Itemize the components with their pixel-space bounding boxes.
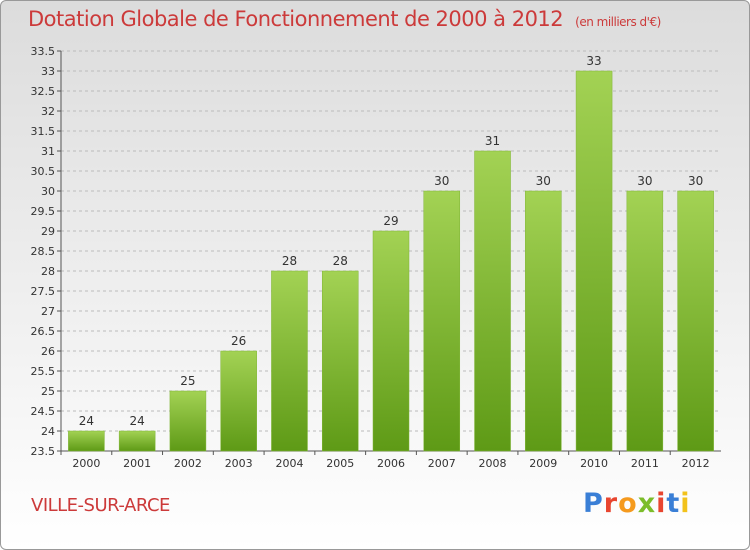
y-tick-label: 26.5	[31, 325, 56, 338]
bar	[118, 430, 156, 452]
y-tick-label: 24	[41, 425, 55, 438]
value-label: 24	[130, 414, 145, 428]
bar	[575, 70, 613, 452]
value-label: 29	[383, 214, 398, 228]
y-tick-label: 33	[41, 65, 55, 78]
x-tick-label: 2004	[275, 457, 303, 470]
x-tick-label: 2011	[631, 457, 659, 470]
bar	[423, 190, 461, 452]
x-tick-label: 2008	[479, 457, 507, 470]
y-tick-label: 33.5	[31, 45, 56, 58]
y-tick-label: 28.5	[31, 245, 56, 258]
value-label: 31	[485, 134, 500, 148]
bar	[474, 150, 511, 452]
value-label: 33	[586, 54, 601, 68]
value-label: 30	[688, 174, 703, 188]
bar	[372, 230, 410, 452]
value-label: 26	[231, 334, 246, 348]
x-tick-label: 2001	[123, 457, 151, 470]
x-tick-label: 2007	[428, 457, 456, 470]
y-tick-label: 30.5	[31, 165, 56, 178]
commune-name: VILLE-SUR-ARCE	[31, 495, 170, 516]
y-tick-label: 32	[41, 105, 55, 118]
logo-letter: r	[603, 488, 619, 519]
x-tick-label: 2012	[682, 457, 710, 470]
chart-subtitle: (en milliers d'€)	[575, 15, 661, 29]
y-tick-label: 30	[41, 185, 55, 198]
x-tick-label: 2000	[72, 457, 100, 470]
logo-letter: i	[656, 488, 667, 519]
x-tick-label: 2006	[377, 457, 405, 470]
y-tick-label: 31.5	[31, 125, 56, 138]
y-tick-label: 29	[41, 225, 55, 238]
bar	[220, 350, 257, 452]
y-tick-label: 25	[41, 385, 55, 398]
x-tick-label: 2010	[580, 457, 608, 470]
x-tick-label: 2009	[529, 457, 557, 470]
logo-letter: P	[583, 488, 604, 519]
value-label: 25	[180, 374, 195, 388]
bar	[271, 270, 308, 452]
logo-letter: o	[618, 488, 638, 519]
y-tick-label: 27.5	[31, 285, 56, 298]
y-tick-label: 23.5	[31, 445, 56, 458]
bar	[525, 190, 562, 452]
title-text: Dotation Globale de Fonctionnement de 20…	[28, 7, 564, 31]
y-tick-label: 32.5	[31, 85, 56, 98]
chart-title: Dotation Globale de Fonctionnement de 20…	[28, 7, 661, 31]
logo-letter: t	[666, 488, 681, 519]
y-tick-label: 29.5	[31, 205, 56, 218]
proxiti-logo: Proxiti	[583, 488, 691, 519]
logo-letter: x	[637, 488, 657, 519]
y-tick-label: 27	[41, 305, 55, 318]
y-tick-label: 24.5	[31, 405, 56, 418]
bar	[68, 430, 105, 452]
bar	[321, 270, 359, 452]
value-label: 30	[637, 174, 652, 188]
y-tick-label: 31	[41, 145, 55, 158]
logo-letter: i	[680, 488, 691, 519]
x-tick-label: 2002	[174, 457, 202, 470]
x-tick-label: 2003	[225, 457, 253, 470]
value-label: 30	[434, 174, 449, 188]
y-tick-label: 28	[41, 265, 55, 278]
x-tick-label: 2005	[326, 457, 354, 470]
value-label: 24	[79, 414, 94, 428]
bar	[677, 190, 714, 452]
value-label: 28	[333, 254, 348, 268]
bar	[626, 190, 664, 452]
y-tick-label: 25.5	[31, 365, 56, 378]
bar	[169, 390, 207, 452]
value-label: 30	[536, 174, 551, 188]
value-label: 28	[282, 254, 297, 268]
y-tick-label: 26	[41, 345, 55, 358]
